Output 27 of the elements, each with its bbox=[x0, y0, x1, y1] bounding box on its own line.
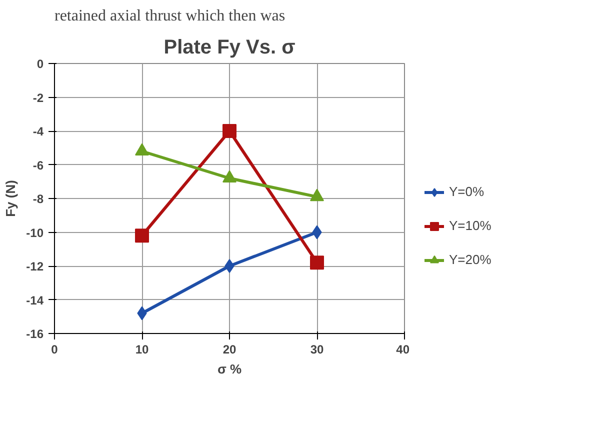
y-tick-label: 0 bbox=[36, 57, 44, 71]
legend-label: Υ=0% bbox=[449, 184, 484, 199]
x-axis-title: σ % bbox=[217, 362, 242, 376]
y-tick-label: -16 bbox=[26, 327, 44, 341]
x-tick-label: 10 bbox=[135, 342, 149, 356]
point bbox=[310, 256, 324, 270]
x-tick-label: 40 bbox=[396, 342, 410, 356]
y-tick-label: -4 bbox=[32, 124, 44, 138]
legend-label: Υ=20% bbox=[449, 252, 492, 267]
y-tick-label: -10 bbox=[26, 226, 44, 240]
point bbox=[222, 170, 236, 183]
y-tick-label: -14 bbox=[26, 293, 44, 308]
text: retained axial thrust which then was bbox=[54, 8, 286, 24]
legend-label: Υ=10% bbox=[449, 218, 492, 233]
point bbox=[310, 188, 324, 202]
chart-title: Plate Fy Vs. σ bbox=[164, 36, 296, 58]
point bbox=[135, 228, 149, 243]
y-tick-label: -6 bbox=[32, 158, 44, 172]
y-tick-label: -2 bbox=[32, 90, 44, 105]
point bbox=[135, 143, 149, 156]
y-tick-label: -8 bbox=[32, 192, 44, 206]
y-tick-label: -12 bbox=[26, 260, 44, 274]
x-tick-label: 0 bbox=[51, 342, 58, 356]
point bbox=[224, 259, 234, 273]
x-tick-label: 20 bbox=[222, 342, 236, 356]
x-tick-label: 30 bbox=[310, 342, 324, 356]
y-axis-title: Fy (N) bbox=[3, 180, 18, 217]
